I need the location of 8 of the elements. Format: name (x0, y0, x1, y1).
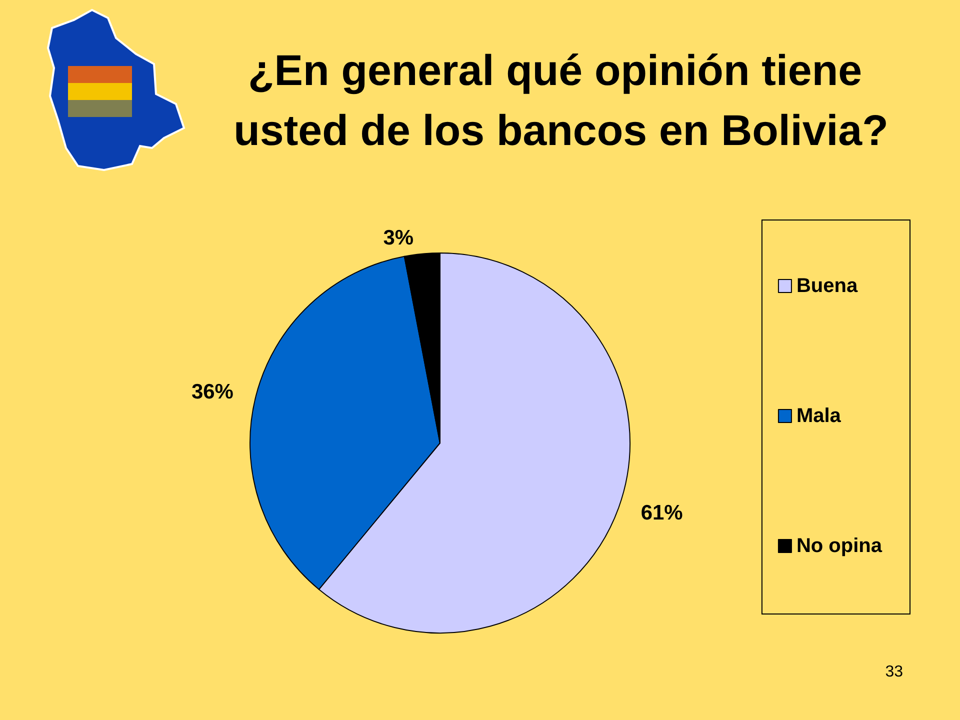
data-label: 36% (191, 380, 234, 404)
legend-label: No opina (796, 535, 883, 557)
data-label: 3% (383, 226, 414, 250)
text: 33 (885, 664, 904, 680)
data-label: 61% (640, 501, 684, 524)
chart-title: ¿En general qué opinión tiene usted de los bancos en Bolivia? (234, 47, 888, 155)
legend-label: Buena (796, 275, 858, 297)
legend-label: Mala (796, 405, 842, 427)
